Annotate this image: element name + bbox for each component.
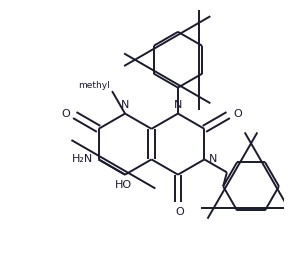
Text: HO: HO [115,180,132,190]
Text: H₂N: H₂N [72,154,93,164]
Text: O: O [61,109,70,119]
Text: N: N [209,154,217,164]
Text: O: O [233,108,242,119]
Text: O: O [175,207,184,217]
Text: N: N [174,100,182,110]
Text: N: N [121,100,129,110]
Text: methyl: methyl [78,80,110,89]
